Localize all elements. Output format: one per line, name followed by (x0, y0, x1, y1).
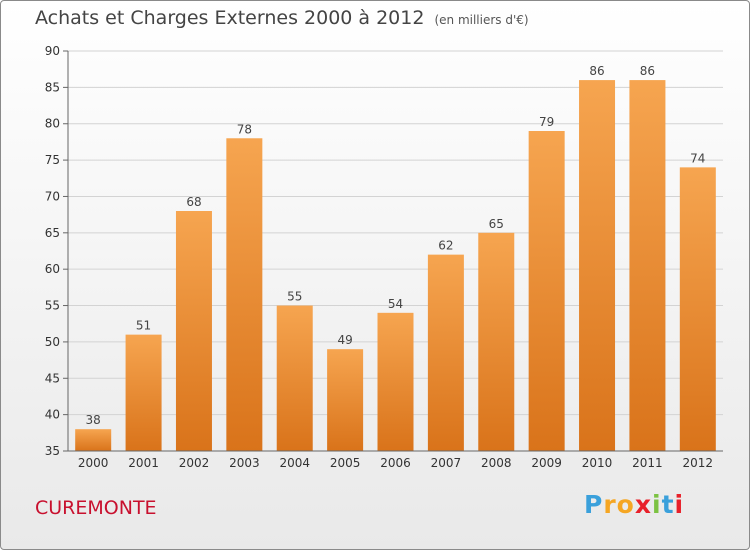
bar-2003 (226, 138, 263, 452)
data-label: 86 (640, 64, 655, 78)
proxiti-logo[interactable]: Proxiti (584, 490, 684, 519)
x-tick-label: 2012 (683, 456, 714, 470)
y-tick-label: 40 (45, 408, 60, 422)
data-label: 51 (136, 319, 151, 333)
logo-letter: t (661, 490, 675, 519)
y-tick-label: 85 (45, 80, 60, 94)
y-axis: 35 40 45 50 55 60 65 70 75 80 85 90 (45, 44, 69, 458)
chart-unit: (en milliers d'€) (434, 13, 529, 27)
x-tick-label: 2003 (229, 456, 260, 470)
data-label: 86 (589, 64, 604, 78)
bar-2000 (75, 429, 112, 451)
data-label: 65 (489, 217, 504, 231)
x-tick-label: 2011 (632, 456, 663, 470)
bar-2008 (478, 232, 515, 451)
data-label: 74 (690, 151, 705, 165)
data-label: 38 (86, 413, 101, 427)
data-label: 55 (287, 290, 302, 304)
x-tick-label: 2010 (582, 456, 613, 470)
y-tick-label: 90 (45, 44, 60, 58)
chart-title: Achats et Charges Externes 2000 à 2012 (e… (35, 7, 529, 29)
x-tick-label: 2002 (179, 456, 210, 470)
bar-2002 (175, 211, 212, 451)
data-label: 79 (539, 115, 554, 129)
data-label: 62 (438, 239, 453, 253)
logo-letter: P (584, 490, 604, 519)
y-tick-label: 55 (45, 299, 60, 313)
logo-letter: x (634, 490, 652, 519)
data-label: 78 (237, 122, 252, 136)
y-tick-label: 45 (45, 371, 60, 385)
logo-letter: o (616, 490, 635, 519)
bar-2001 (125, 334, 162, 451)
x-tick-label: 2005 (330, 456, 361, 470)
data-label: 49 (337, 333, 352, 347)
bar-2011 (629, 80, 666, 451)
commune-name: CUREMONTE (35, 497, 157, 519)
x-tick-label: 2004 (279, 456, 310, 470)
logo-letter: r (603, 490, 617, 519)
y-tick-label: 70 (45, 189, 60, 203)
chart-title-text: Achats et Charges Externes 2000 à 2012 (35, 7, 425, 29)
y-tick-label: 60 (45, 262, 60, 276)
bar-2006 (377, 312, 414, 451)
bars: 38 51 68 78 55 49 54 62 65 79 86 86 74 (75, 64, 716, 452)
x-tick-label: 2009 (531, 456, 562, 470)
bar-2012 (679, 167, 716, 451)
y-tick-label: 80 (45, 117, 60, 131)
bar-2007 (427, 254, 464, 451)
x-tick-label: 2008 (481, 456, 512, 470)
x-tick-label: 2001 (128, 456, 159, 470)
bar-2009 (528, 131, 565, 451)
y-tick-label: 35 (45, 444, 60, 458)
bar-2010 (579, 80, 616, 451)
bar-2005 (327, 349, 364, 451)
x-tick-label: 2007 (431, 456, 462, 470)
data-label: 68 (186, 195, 201, 209)
x-tick-label: 2006 (380, 456, 411, 470)
y-tick-label: 75 (45, 153, 60, 167)
bar-2004 (276, 305, 313, 451)
logo-letter: i (674, 490, 685, 519)
y-tick-label: 65 (45, 226, 60, 240)
x-tick-label: 2000 (78, 456, 109, 470)
logo-letter: i (652, 490, 662, 519)
data-label: 54 (388, 297, 403, 311)
x-axis: 2000 2001 2002 2003 2004 2005 2006 2007 2008 2009… (68, 450, 723, 470)
y-tick-label: 50 (45, 335, 60, 349)
